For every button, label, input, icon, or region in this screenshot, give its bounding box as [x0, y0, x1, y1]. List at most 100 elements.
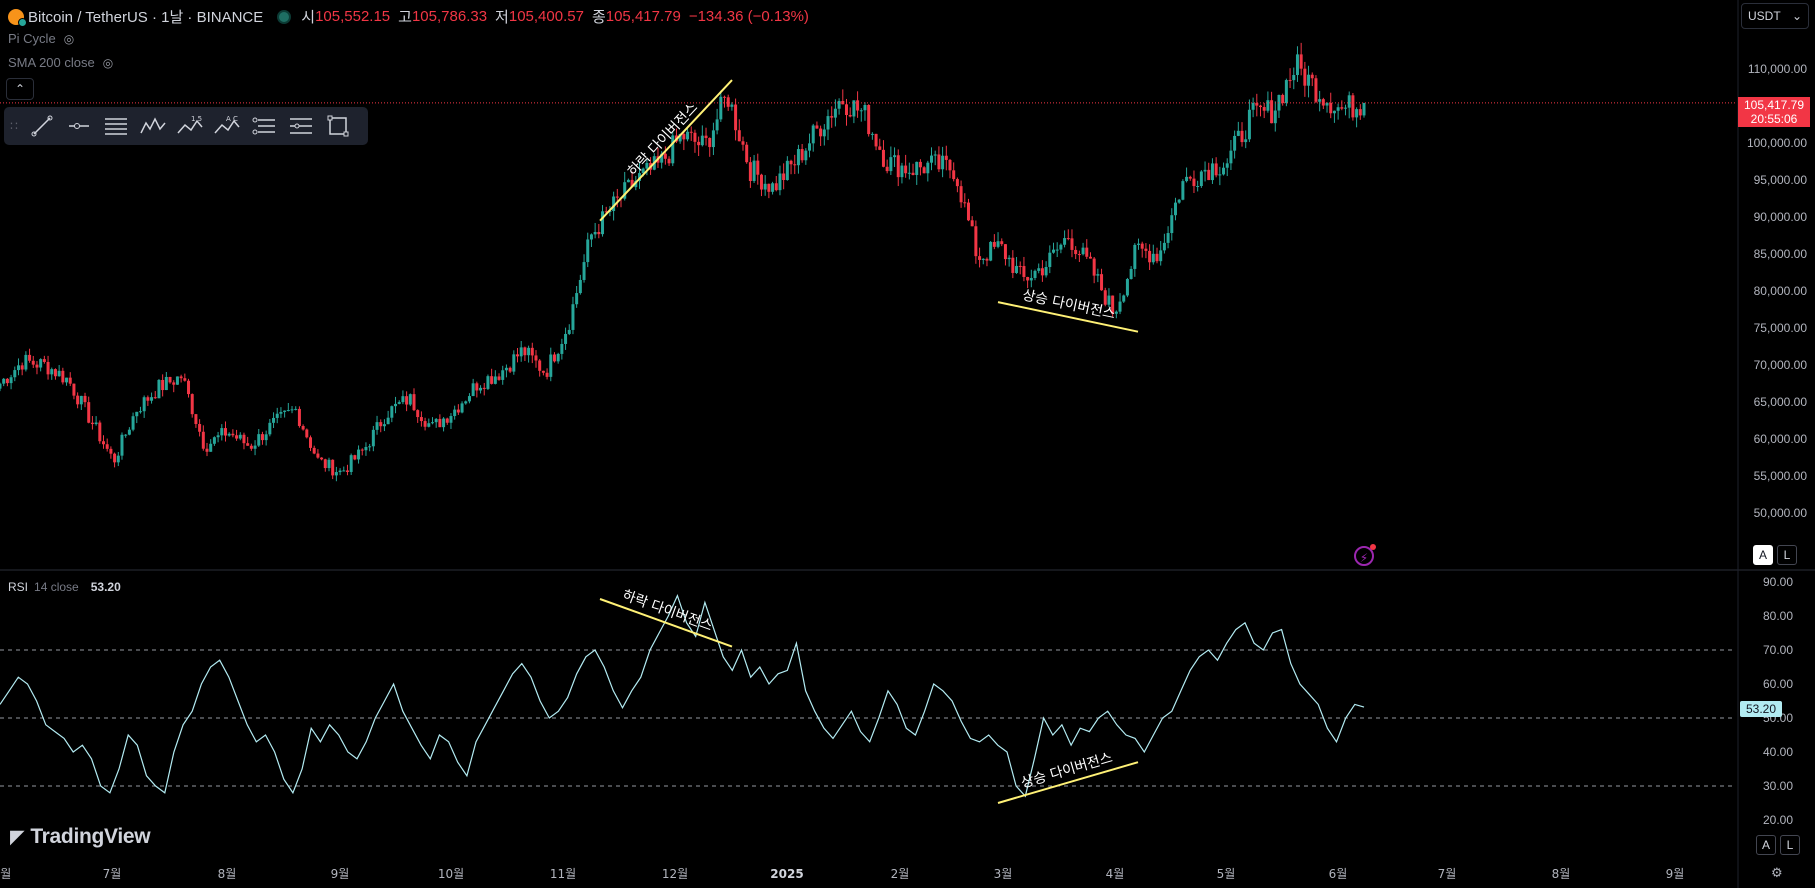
rectangle-icon[interactable] — [323, 111, 353, 141]
xabcd-pattern-icon[interactable]: 1 5 — [175, 111, 205, 141]
candle-body — [198, 424, 202, 432]
candle-body — [1011, 257, 1015, 273]
candle-body — [1358, 109, 1362, 116]
indicator-sma-200[interactable]: SMA 200 close ◎ — [8, 55, 113, 70]
log-scale-button-rsi[interactable]: L — [1780, 835, 1800, 855]
candle-body — [127, 429, 131, 435]
horizontal-ray-icon[interactable] — [64, 111, 94, 141]
candle-body — [46, 361, 50, 375]
pitchfork-icon[interactable] — [286, 111, 316, 141]
candle-body — [90, 422, 94, 425]
candle-body — [164, 376, 168, 391]
rsi-axis-tick-7: 20.00 — [1763, 813, 1793, 827]
log-scale-button[interactable]: L — [1777, 545, 1797, 565]
candle-body — [260, 434, 264, 441]
candle-body — [231, 433, 235, 436]
time-axis-tick-6: 12월 — [662, 867, 688, 881]
candle-body — [371, 429, 375, 447]
candle-body — [830, 116, 834, 118]
candle-body — [183, 378, 187, 381]
candle-body — [360, 449, 364, 451]
market-status-icon[interactable] — [277, 9, 292, 24]
price-axis-tick-8: 70,000.00 — [1754, 358, 1808, 372]
eye-hidden-icon[interactable]: ◎ — [63, 31, 75, 46]
rsi-axis-tick-5: 40.00 — [1763, 745, 1793, 759]
candle-body — [930, 155, 934, 163]
candle-body — [711, 130, 715, 148]
candle-body — [778, 173, 782, 191]
eye-hidden-icon[interactable]: ◎ — [102, 55, 114, 70]
candle-body — [157, 379, 161, 399]
candle-body — [1088, 256, 1092, 259]
candle-body — [194, 414, 198, 425]
candle-body — [102, 441, 106, 445]
candle-body — [1070, 238, 1074, 250]
candle-body — [926, 162, 930, 174]
candle-body — [1122, 295, 1126, 302]
candle-body — [1207, 169, 1211, 181]
indicator-name: Pi Cycle — [8, 31, 56, 46]
candle-body — [693, 132, 697, 142]
candle-body — [601, 211, 605, 235]
candle-body — [1222, 167, 1226, 175]
rsi-divergence-line-0 — [599, 598, 733, 648]
candle-body — [978, 256, 982, 260]
abcd-pattern-icon[interactable]: A C — [212, 111, 242, 141]
parallel-channel-icon[interactable] — [249, 111, 279, 141]
rsi-axis-tick-2: 70.00 — [1763, 643, 1793, 657]
lightning-alert-icon[interactable]: ⚡ — [1354, 544, 1376, 566]
candle-body — [745, 144, 749, 163]
candle-body — [394, 403, 398, 407]
candle-body — [974, 226, 978, 257]
currency-select[interactable]: USDT ⌄ — [1741, 3, 1809, 29]
candle-body — [65, 377, 69, 383]
candle-body — [963, 202, 967, 204]
candle-body — [989, 242, 993, 261]
candle-body — [1281, 94, 1285, 104]
candle-body — [626, 179, 630, 183]
indicator-pi-cycle[interactable]: Pi Cycle ◎ — [8, 31, 74, 46]
drag-handle-icon[interactable]: ∷ — [10, 119, 18, 133]
candle-body — [1329, 102, 1333, 114]
candle-body — [1362, 102, 1366, 116]
candle-body — [785, 160, 789, 181]
collapse-legend-button[interactable]: ⌃ — [6, 78, 34, 100]
candle-body — [1037, 268, 1041, 271]
candle-body — [552, 354, 556, 362]
candle-body — [1177, 199, 1181, 203]
candle-body — [423, 421, 427, 427]
symbol-header: Bitcoin / TetherUS · 1날 · BINANCE 시 105,5… — [8, 6, 809, 27]
trend-line-icon[interactable] — [27, 111, 57, 141]
candle-body — [268, 422, 272, 435]
candle-body — [209, 443, 213, 452]
candle-body — [1340, 107, 1344, 109]
candle-body — [1063, 238, 1067, 245]
candle-body — [1103, 290, 1107, 305]
candle-body — [68, 377, 72, 384]
candle-body — [1044, 266, 1048, 276]
candle-body — [467, 396, 471, 402]
candle-body — [1258, 105, 1262, 108]
candles-group — [0, 42, 1366, 482]
time-axis-tick-14: 8월 — [1552, 867, 1571, 881]
candle-body — [811, 125, 815, 144]
auto-scale-button-rsi[interactable]: A — [1756, 835, 1776, 855]
rsi-value: 53.20 — [90, 580, 121, 594]
symbol-title[interactable]: Bitcoin / TetherUS · 1날 · BINANCE — [28, 9, 264, 26]
tradingview-logo[interactable]: ◤ TradingView — [10, 825, 151, 849]
candle-body — [419, 417, 423, 422]
candle-body — [497, 376, 501, 380]
elliott-wave-icon[interactable] — [138, 111, 168, 141]
svg-text:1 5: 1 5 — [191, 115, 202, 123]
fib-retracement-icon[interactable] — [101, 111, 131, 141]
brand-name: TradingView — [30, 825, 151, 848]
time-axis-tick-13: 7월 — [1438, 867, 1457, 881]
indicator-name: SMA 200 close — [8, 55, 95, 70]
candle-body — [434, 418, 438, 423]
rsi-legend[interactable]: RSI 14 close 53.20 — [8, 580, 121, 594]
candle-body — [1159, 250, 1163, 262]
auto-scale-button[interactable]: A — [1753, 545, 1773, 565]
candle-body — [460, 403, 464, 413]
settings-gear-icon[interactable]: ⚙ — [1771, 865, 1783, 880]
